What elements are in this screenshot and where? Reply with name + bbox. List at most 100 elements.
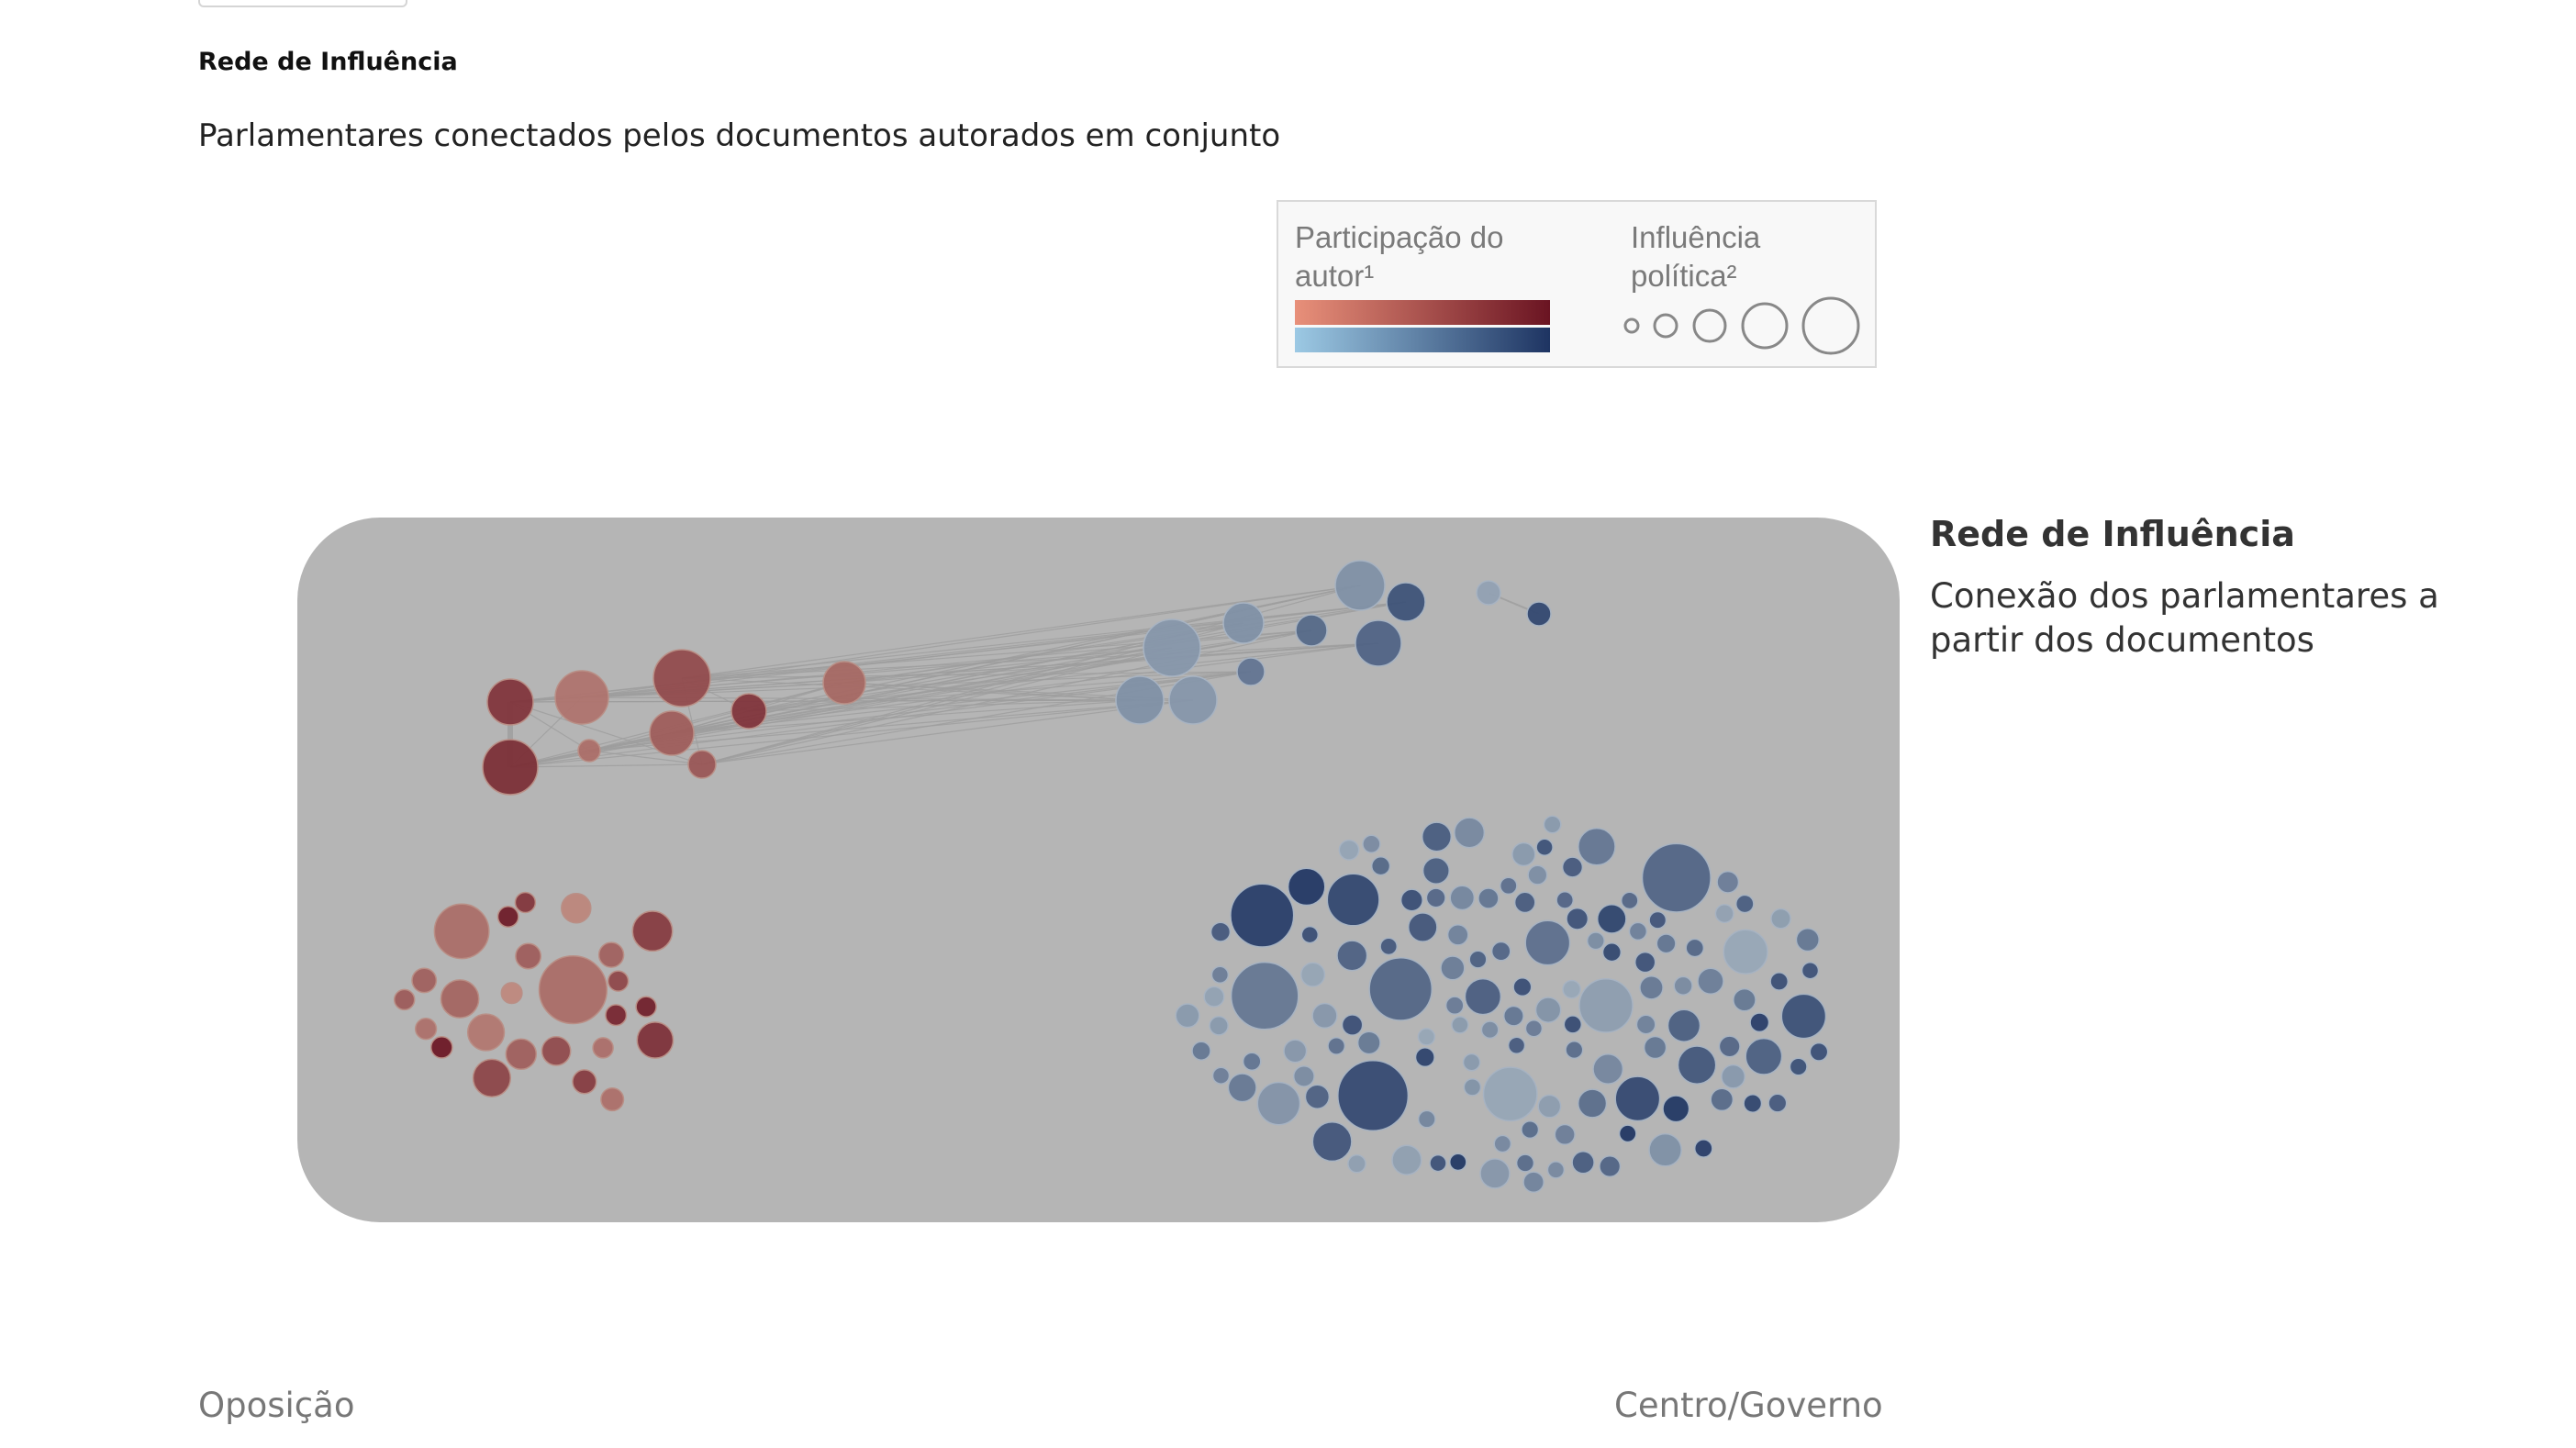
- government-node-14: [1355, 619, 1402, 667]
- government-node-78: [1292, 1064, 1315, 1087]
- government-node-157: [1478, 887, 1500, 909]
- opposition-node-5: [652, 649, 711, 707]
- network-link: [681, 601, 1407, 679]
- opposition-node-39: [597, 941, 625, 968]
- government-node-151: [1662, 1095, 1690, 1123]
- government-node-73: [1391, 1144, 1422, 1175]
- opposition-node-42: [607, 970, 630, 992]
- network-link: [701, 647, 1173, 765]
- government-node-112: [1304, 1084, 1331, 1109]
- opposition-node-45: [572, 1069, 597, 1095]
- network-link: [701, 629, 1312, 765]
- legend-size-circle-1: [1623, 317, 1640, 334]
- government-node-80: [1425, 887, 1446, 908]
- government-node-139: [1749, 1012, 1770, 1033]
- government-node-99: [1191, 1041, 1211, 1061]
- government-node-86: [1454, 817, 1486, 849]
- opposition-node-44: [514, 891, 537, 914]
- opposition-node-21: [538, 954, 608, 1025]
- government-node-129: [1561, 856, 1584, 878]
- axis-label-left: Oposição: [198, 1386, 355, 1425]
- government-node-135: [1527, 864, 1548, 886]
- government-node-147: [1628, 921, 1648, 941]
- opposition-node-4: [577, 739, 601, 763]
- government-node-13: [1295, 614, 1328, 647]
- government-node-70: [1639, 975, 1664, 1000]
- government-node-102: [1780, 993, 1827, 1040]
- government-node-165: [1242, 1052, 1262, 1072]
- legend-government-gradient: [1295, 328, 1550, 352]
- network-link: [843, 647, 1173, 684]
- government-node-10: [1334, 560, 1386, 611]
- network-link: [681, 677, 1141, 701]
- government-node-118: [1795, 927, 1820, 952]
- government-node-57: [1578, 978, 1634, 1033]
- opposition-node-8: [687, 750, 717, 779]
- legend-size-circles: [1623, 296, 1860, 355]
- network-link: [681, 642, 1379, 679]
- government-node-108: [1464, 977, 1502, 1016]
- government-node-93: [1524, 919, 1571, 966]
- section-label: Rede de Influência: [198, 48, 458, 76]
- government-node-130: [1463, 1077, 1482, 1097]
- government-node-71: [1417, 1109, 1436, 1129]
- tab-stub[interactable]: [198, 0, 407, 7]
- government-node-158: [1327, 1036, 1346, 1055]
- opposition-node-9: [822, 661, 866, 705]
- network-link: [843, 642, 1379, 684]
- government-node-84: [1287, 867, 1326, 907]
- government-node-154: [1743, 1094, 1763, 1113]
- government-node-17: [1115, 675, 1165, 725]
- axis-label-right: Centro/Governo: [1614, 1386, 1883, 1425]
- government-node-109: [1283, 1039, 1308, 1064]
- government-node-88: [1556, 891, 1575, 909]
- government-node-18: [1168, 675, 1218, 725]
- government-node-64: [1769, 972, 1790, 991]
- opposition-node-38: [592, 1037, 614, 1059]
- government-node-124: [1379, 937, 1399, 956]
- government-node-46: [1407, 912, 1438, 942]
- government-node-90: [1592, 1053, 1624, 1085]
- government-node-85: [1710, 1087, 1734, 1112]
- government-node-173: [1648, 910, 1667, 930]
- government-node-53: [1643, 1035, 1667, 1060]
- government-node-16: [1236, 657, 1266, 686]
- network-link: [671, 601, 1407, 734]
- opposition-node-7: [730, 693, 767, 730]
- government-node-107: [1448, 1153, 1467, 1172]
- network-link: [701, 699, 1194, 765]
- opposition-node-29: [636, 1021, 675, 1059]
- government-node-106: [1656, 933, 1677, 954]
- government-node-128: [1718, 1035, 1741, 1058]
- legend-size-circle-3: [1692, 308, 1727, 343]
- network-link: [671, 642, 1379, 734]
- network-link: [509, 763, 703, 768]
- government-node-172: [1175, 1003, 1200, 1029]
- government-node-96: [1211, 1066, 1231, 1085]
- opposition-node-27: [500, 982, 523, 1005]
- government-node-159: [1451, 1016, 1469, 1034]
- government-node-137: [1809, 1041, 1829, 1062]
- legend-size-title: Influência política²: [1631, 220, 1761, 293]
- government-node-72: [1571, 1151, 1595, 1175]
- government-node-122: [1801, 961, 1820, 980]
- government-node-66: [1347, 1153, 1366, 1174]
- government-node-79: [1648, 1132, 1682, 1167]
- government-node-117: [1444, 996, 1465, 1016]
- government-node-59: [1417, 1028, 1436, 1046]
- government-node-56: [1499, 876, 1518, 896]
- government-node-163: [1734, 894, 1755, 914]
- opposition-node-30: [466, 1013, 506, 1052]
- network-link: [581, 601, 1407, 698]
- government-node-138: [1618, 1124, 1637, 1143]
- government-node-15: [1143, 618, 1201, 677]
- government-node-126: [1596, 904, 1627, 934]
- government-node-49: [1337, 1059, 1410, 1132]
- opposition-node-22: [496, 906, 519, 928]
- government-node-152: [1299, 962, 1326, 987]
- government-node-60: [1368, 957, 1433, 1021]
- government-node-168: [1429, 1153, 1447, 1173]
- government-node-110: [1338, 839, 1360, 861]
- government-node-95: [1512, 977, 1533, 997]
- government-node-155: [1490, 941, 1511, 962]
